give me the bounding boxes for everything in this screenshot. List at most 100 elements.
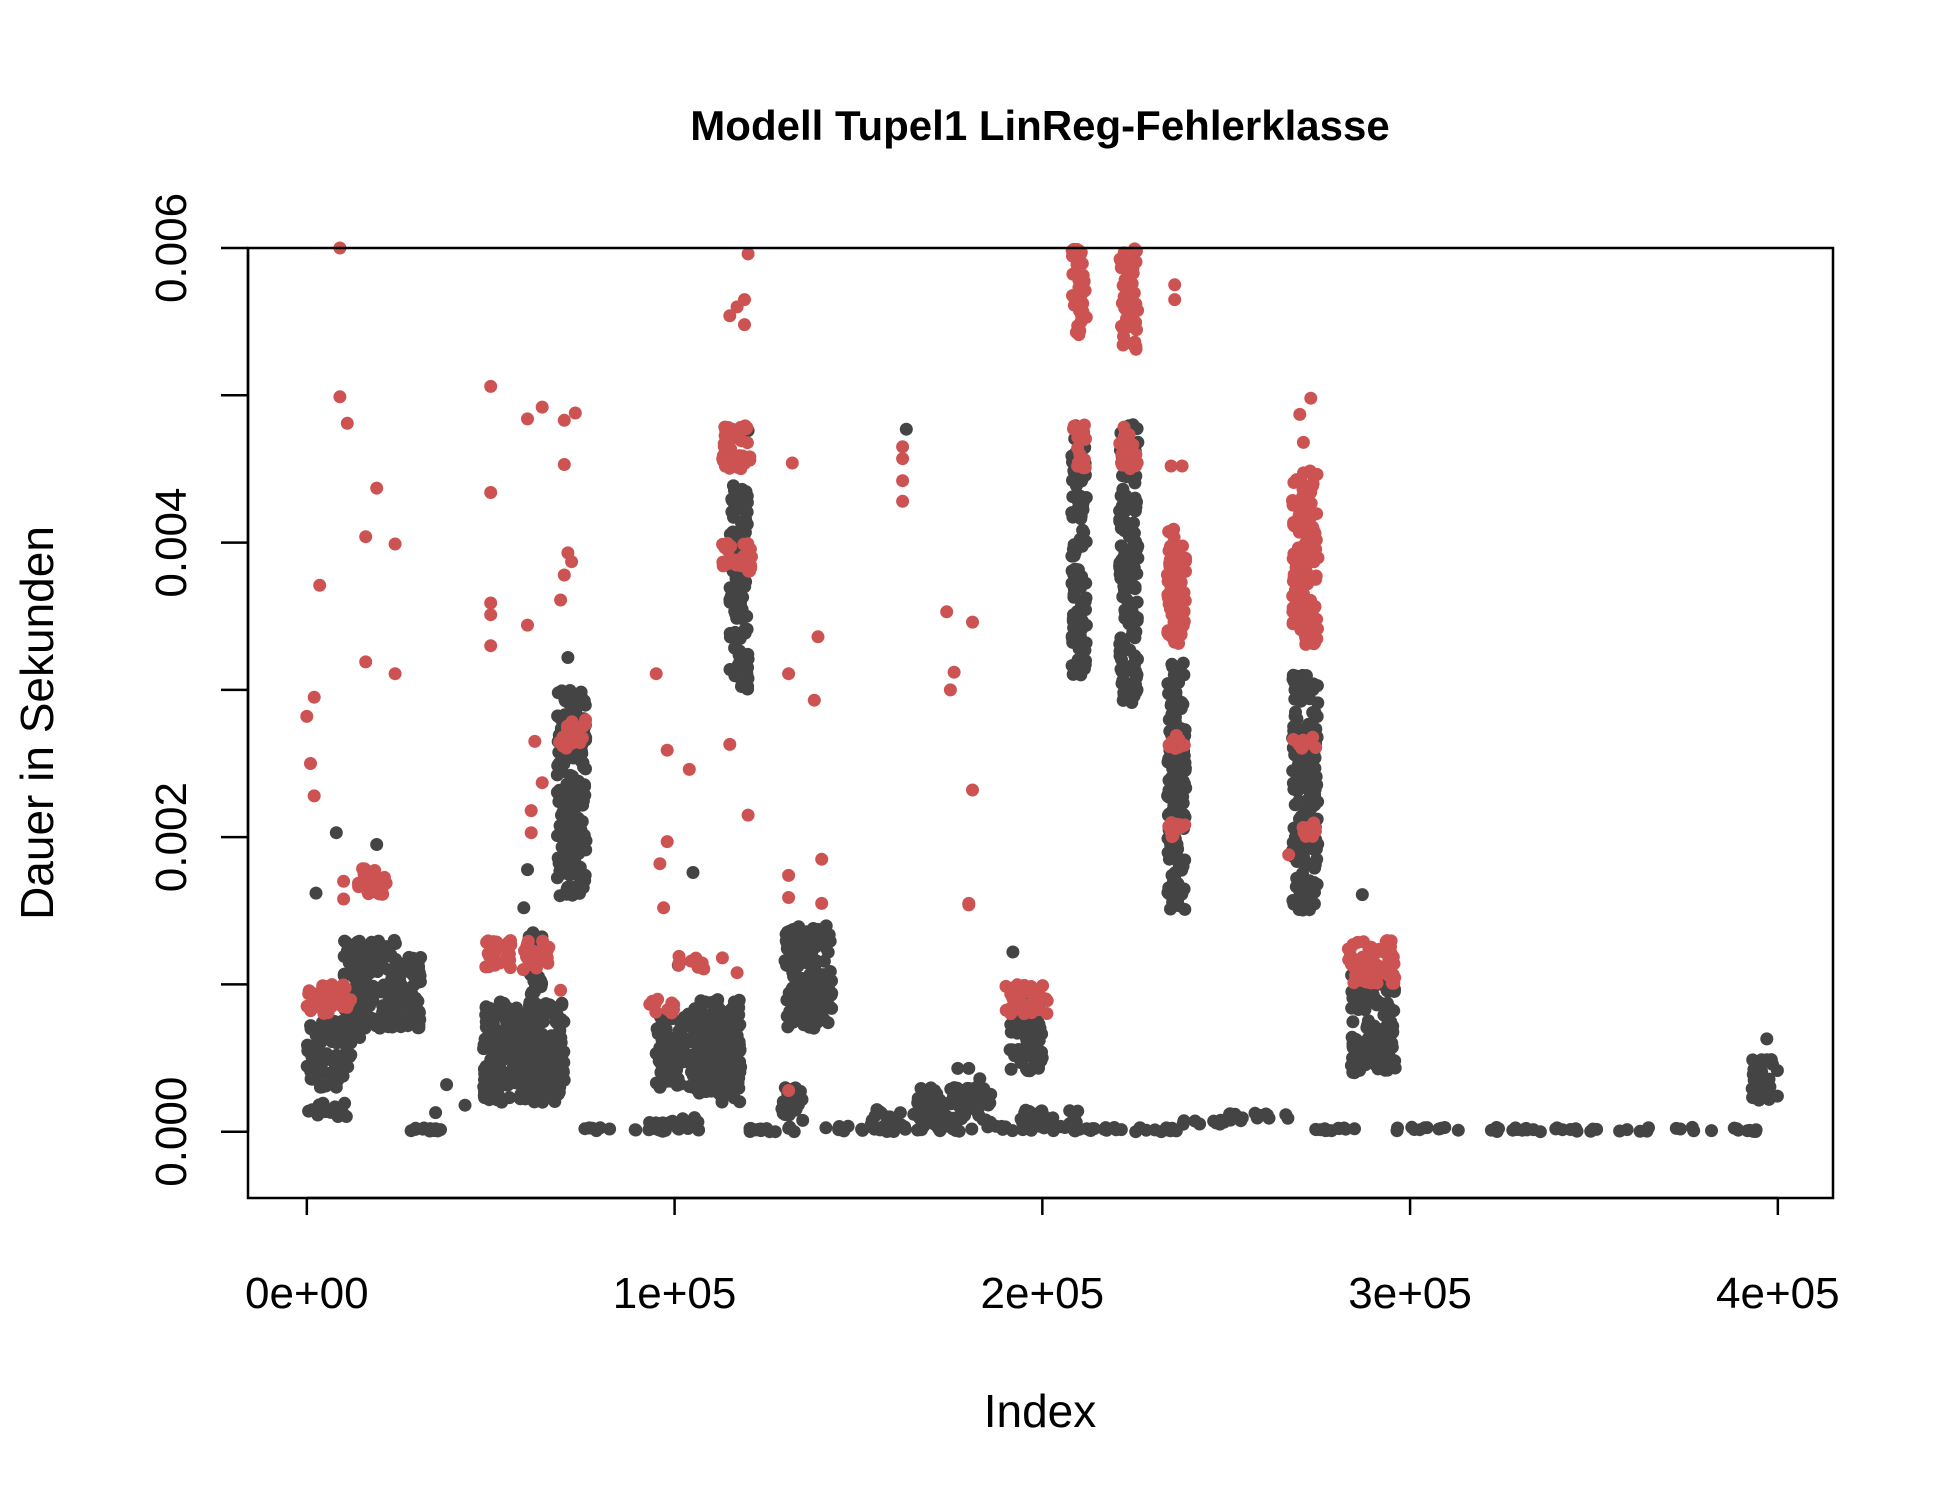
data-point [531,947,545,961]
data-point [699,1020,712,1034]
data-point [481,947,495,961]
data-point [1116,515,1130,529]
data-point [1027,994,1041,1008]
data-point [1176,656,1190,670]
data-point [1235,1111,1249,1125]
data-point [1177,1114,1191,1128]
data-point [484,608,498,622]
data-point [549,1015,563,1029]
data-point [998,1120,1012,1134]
data-point [340,1000,354,1014]
data-point [372,934,385,948]
data-point [341,1060,355,1074]
data-point [338,1096,352,1110]
data-point [551,709,565,723]
data-point [1303,903,1316,917]
data-point [1065,506,1079,520]
data-point [821,945,835,959]
data-point [483,1001,497,1015]
data-point [1367,1053,1381,1067]
data-point [815,896,829,910]
data-point [304,1022,318,1036]
data-point [896,474,910,488]
data-point [822,999,836,1013]
data-point [1295,491,1309,505]
data-point [484,639,498,653]
data-point [1370,1036,1384,1050]
data-point [1673,1122,1687,1136]
data-point [1223,1107,1237,1121]
data-point [1509,1121,1522,1135]
data-point [718,541,732,554]
data-point [525,985,539,999]
data-point [782,1121,796,1135]
data-point [1076,596,1090,610]
data-point [521,618,534,632]
data-point [1176,539,1189,553]
data-point [958,1094,972,1108]
data-point [554,593,568,607]
data-point [565,821,579,835]
y-tick-label: 0.000 [147,1077,196,1187]
data-point [1177,882,1191,896]
data-point [965,1122,979,1136]
data-point [730,582,744,596]
data-point [1162,628,1176,641]
data-point [870,1103,884,1117]
data-point [1067,290,1081,304]
data-point [1172,676,1186,689]
data-point [962,898,976,912]
data-point [339,1110,353,1123]
data-point [1166,528,1180,542]
data-point [916,1083,930,1097]
data-point [307,789,321,803]
data-point [401,1019,415,1033]
data-point [1115,553,1129,567]
data-point [388,987,402,1001]
data-point [535,1028,549,1042]
data-point [796,1113,810,1127]
data-point [1296,891,1310,905]
data-point [1374,997,1388,1011]
data-point [521,863,534,877]
data-point [1175,459,1189,473]
data-point [1177,738,1191,752]
data-point [1293,581,1307,595]
data-point [579,843,593,857]
data-point [727,1081,741,1095]
data-point [1113,437,1127,450]
data-point [1300,571,1314,585]
data-point [682,762,696,776]
data-point [1118,603,1132,617]
data-point [1173,624,1187,638]
data-point [813,937,827,951]
data-point [585,1121,599,1135]
data-point [665,996,679,1010]
data-point [387,933,401,947]
data-point [1073,420,1087,434]
data-point [1307,613,1321,627]
data-point [1126,562,1139,576]
data-point [943,683,957,697]
data-point [517,901,531,915]
data-point [1279,1108,1293,1122]
data-point [567,854,581,868]
data-point [554,983,568,997]
data-point [749,1123,763,1137]
data-point [1556,1123,1569,1137]
data-point [1385,959,1399,973]
data-point [698,1051,712,1065]
data-point [300,1059,314,1073]
y-tick-label: 0.006 [147,193,196,303]
data-point [434,1123,447,1137]
data-point [485,1058,499,1072]
data-point [643,1116,657,1129]
data-point [1160,568,1174,582]
data-point [513,1092,527,1106]
data-point [503,1091,516,1105]
data-point [1020,1121,1034,1135]
data-point [785,456,799,470]
data-point [353,1031,367,1044]
data-point [557,1045,571,1059]
data-point [723,309,737,323]
